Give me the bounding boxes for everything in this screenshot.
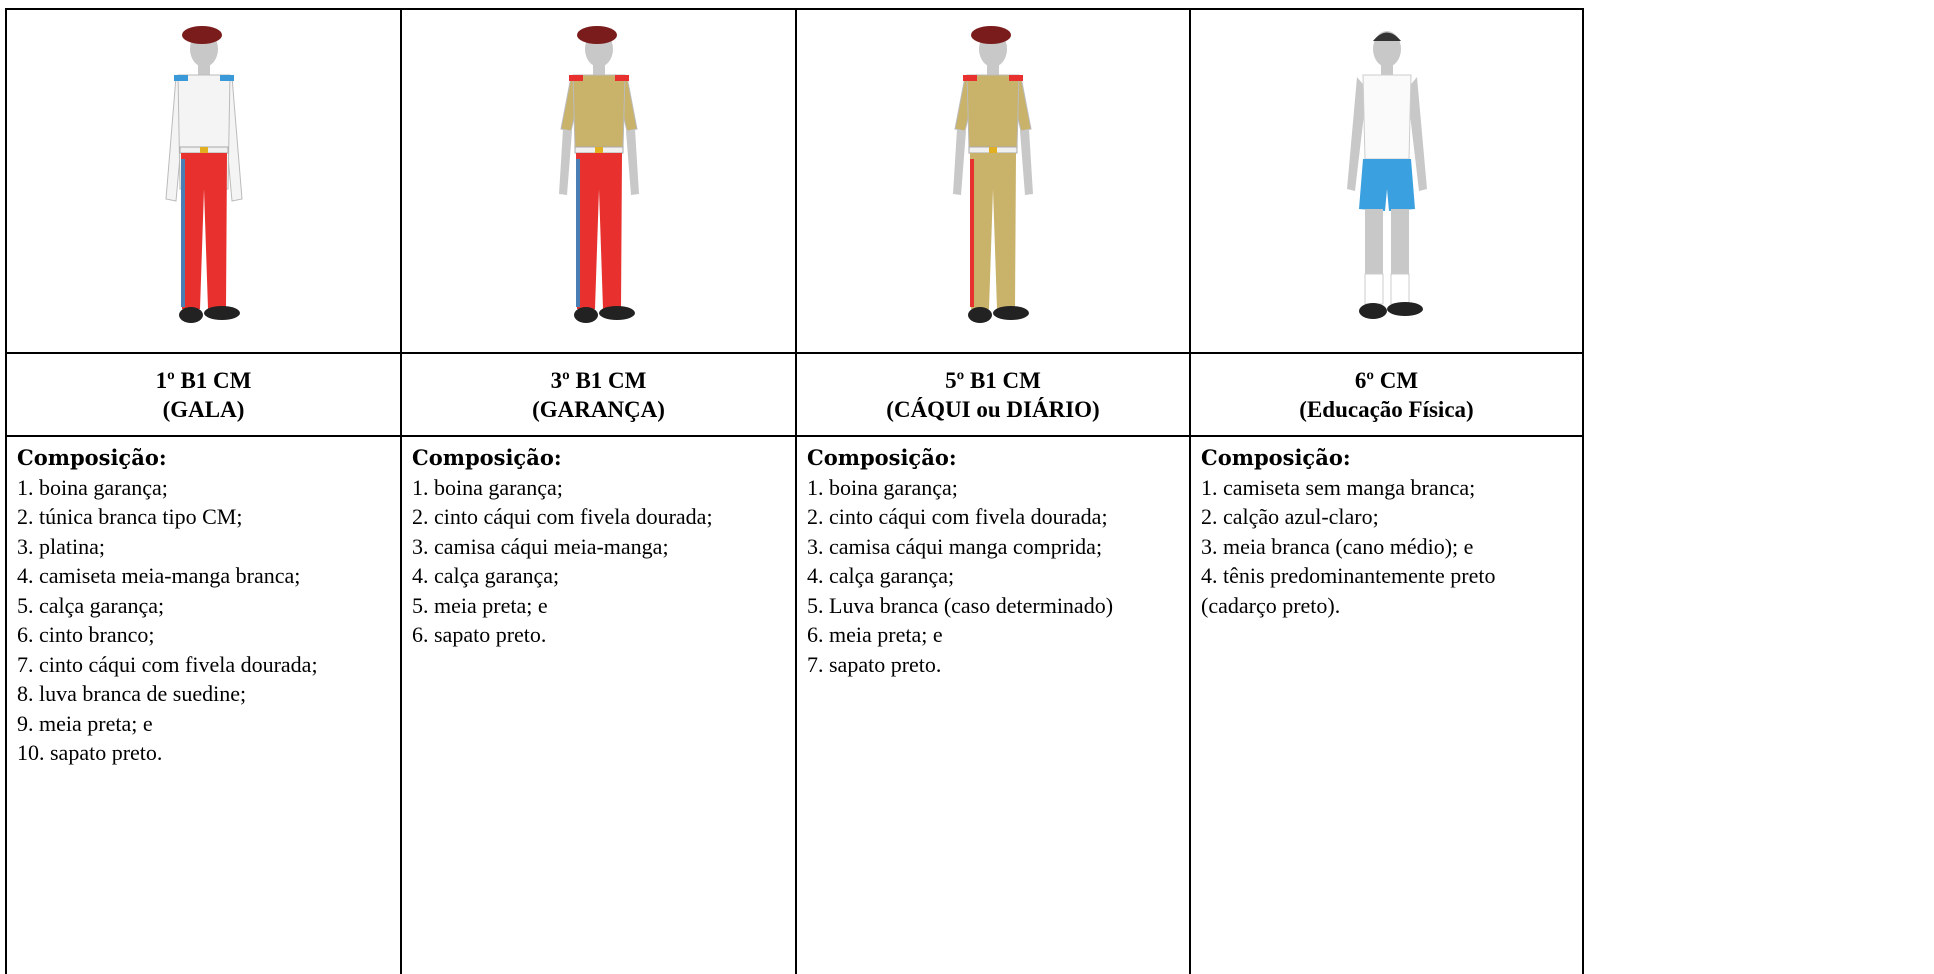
composition-item: 2. calção azul-claro; xyxy=(1201,504,1379,529)
image-row xyxy=(5,8,1584,354)
composition-item: 6. meia preta; e xyxy=(807,622,943,647)
uniform-illustration xyxy=(164,25,243,323)
title-cell: 5º B1 CM (CÁQUI ou DIÁRIO) xyxy=(795,352,1191,437)
composition-item: 1. boina garança; xyxy=(807,474,958,500)
composition-item: 1. boina garança; xyxy=(412,474,563,500)
title-cell: 1º B1 CM (GALA) xyxy=(5,352,402,437)
composition-item: 3. meia branca (cano médio); e xyxy=(1201,533,1474,559)
uniform-illustration xyxy=(1346,30,1427,319)
uniform-title: 1º B1 CM xyxy=(155,367,252,393)
image-cell xyxy=(400,8,797,354)
composition-row: Composição: 1. boina garança; 2. túnica br… xyxy=(5,435,1584,974)
image-cell xyxy=(1189,8,1584,354)
composition-cell: Composição: 1. boina garança; 2. cinto cáq… xyxy=(795,435,1191,974)
uniform-title: (Educação Física) xyxy=(1299,396,1474,422)
uniform-title: (CÁQUI ou DIÁRIO) xyxy=(886,396,1100,422)
image-cell xyxy=(795,8,1191,354)
composition-label: Composição: xyxy=(1201,445,1351,470)
composition-item: 1. camiseta sem manga branca; xyxy=(1201,474,1476,500)
composition-item: 7. cinto cáqui com fivela dourada; xyxy=(17,651,318,677)
composition-item: 6. cinto branco; xyxy=(17,622,155,647)
title-cell: 6º CM (Educação Física) xyxy=(1189,352,1584,437)
composition-cell: Composição: 1. boina garança; 2. túnica br… xyxy=(5,435,402,974)
title-row: 1º B1 CM (GALA) 3º B1 CM (GARANÇA) 5º B1 CM (… xyxy=(5,352,1584,437)
uniform-illustration xyxy=(558,25,639,323)
composition-item: 2. túnica branca tipo CM; xyxy=(17,504,243,529)
composition-item: 3. camisa cáqui meia-manga; xyxy=(412,533,669,559)
composition-item: 2. cinto cáqui com fivela dourada; xyxy=(412,504,713,529)
composition-label: Composição: xyxy=(17,445,167,470)
composition-cell: Composição: 1. camiseta sem manga branca;… xyxy=(1189,435,1584,974)
composition-item: 4. camiseta meia-manga branca; xyxy=(17,563,301,588)
uniform-title: 5º B1 CM xyxy=(945,367,1041,393)
composition-item: 5. calça garança; xyxy=(17,592,165,618)
uniform-title: 3º B1 CM xyxy=(550,367,647,393)
uniform-title: (GALA) xyxy=(162,396,245,422)
uniform-title: 6º CM xyxy=(1354,367,1419,393)
composition-item: 9. meia preta; e xyxy=(17,710,153,736)
composition-item: 8. luva branca de suedine; xyxy=(17,681,247,706)
composition-item: 5. meia preta; e xyxy=(412,592,548,618)
composition-item: 10. sapato preto. xyxy=(17,740,163,765)
title-cell: 3º B1 CM (GARANÇA) xyxy=(400,352,797,437)
composition-item: 3. platina; xyxy=(17,533,105,559)
composition-item: 4. calça garança; xyxy=(412,563,560,588)
composition-item: 5. Luva branca (caso determinado) xyxy=(807,592,1114,618)
composition-label: Composição: xyxy=(412,445,562,470)
composition-item: 2. cinto cáqui com fivela dourada; xyxy=(807,504,1108,529)
composition-item: 4. tênis predominantemente preto (cadarç… xyxy=(1201,563,1496,618)
composition-item: 7. sapato preto. xyxy=(807,651,942,677)
composition-cell: Composição: 1. boina garança; 2. cinto cáq… xyxy=(400,435,797,974)
composition-item: 6. sapato preto. xyxy=(412,622,547,647)
composition-item: 4. calça garança; xyxy=(807,563,955,588)
uniform-table: 1º B1 CM (GALA) 3º B1 CM (GARANÇA) 5º B1 CM (… xyxy=(5,8,1584,974)
composition-item: 1. boina garança; xyxy=(17,474,168,500)
uniform-title: (GARANÇA) xyxy=(532,396,665,422)
composition-item: 3. camisa cáqui manga comprida; xyxy=(807,533,1103,559)
composition-label: Composição: xyxy=(807,445,957,470)
uniform-illustration xyxy=(953,25,1033,323)
image-cell xyxy=(5,8,402,354)
